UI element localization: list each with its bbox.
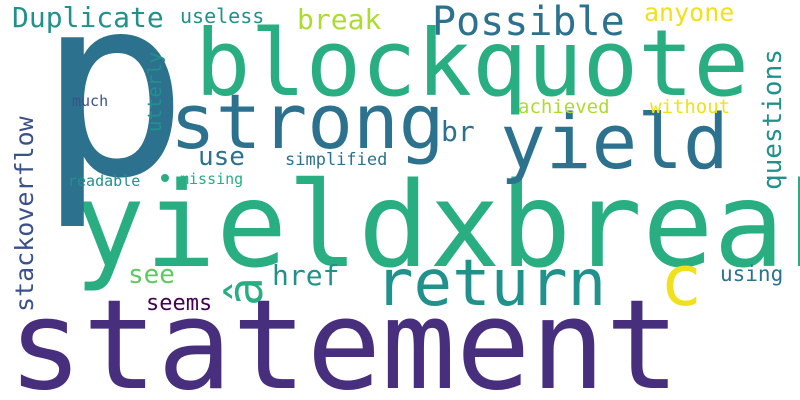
word-achieved: achieved	[518, 96, 610, 118]
word-without: without	[650, 96, 731, 118]
word-readable: readable	[68, 172, 141, 190]
word-questions: questions	[758, 49, 788, 190]
word-return: return	[375, 247, 607, 321]
word-missing: missing	[180, 170, 244, 188]
word-break: break	[297, 3, 382, 36]
word-yieldxbreak: yieldxbreak	[74, 156, 800, 294]
word-much: much	[72, 92, 109, 110]
word-use: use	[198, 142, 245, 172]
word-a-accent: â	[218, 277, 274, 306]
word-seems: seems	[146, 291, 213, 316]
word-using: using	[720, 262, 784, 286]
word-strong: strong	[170, 77, 445, 166]
word-simplified: simplified	[285, 150, 388, 170]
word-href: href	[272, 259, 340, 292]
word-blockquote: blockquote	[195, 10, 749, 117]
word-see: see	[128, 260, 175, 290]
word-anyone: anyone	[644, 0, 735, 27]
word-stackoverflow: stackoverflow	[10, 116, 39, 312]
word-c: c	[660, 240, 703, 322]
word-yield: yield	[500, 97, 729, 186]
dot-marker	[161, 174, 169, 182]
word-br: br	[441, 115, 475, 148]
word-statement: statement	[8, 274, 680, 400]
word-duplicate: Duplicate	[12, 1, 164, 34]
word-utterly: utterly	[144, 51, 166, 132]
word-possible: Possible	[432, 0, 625, 45]
word-useless: useless	[180, 4, 265, 28]
